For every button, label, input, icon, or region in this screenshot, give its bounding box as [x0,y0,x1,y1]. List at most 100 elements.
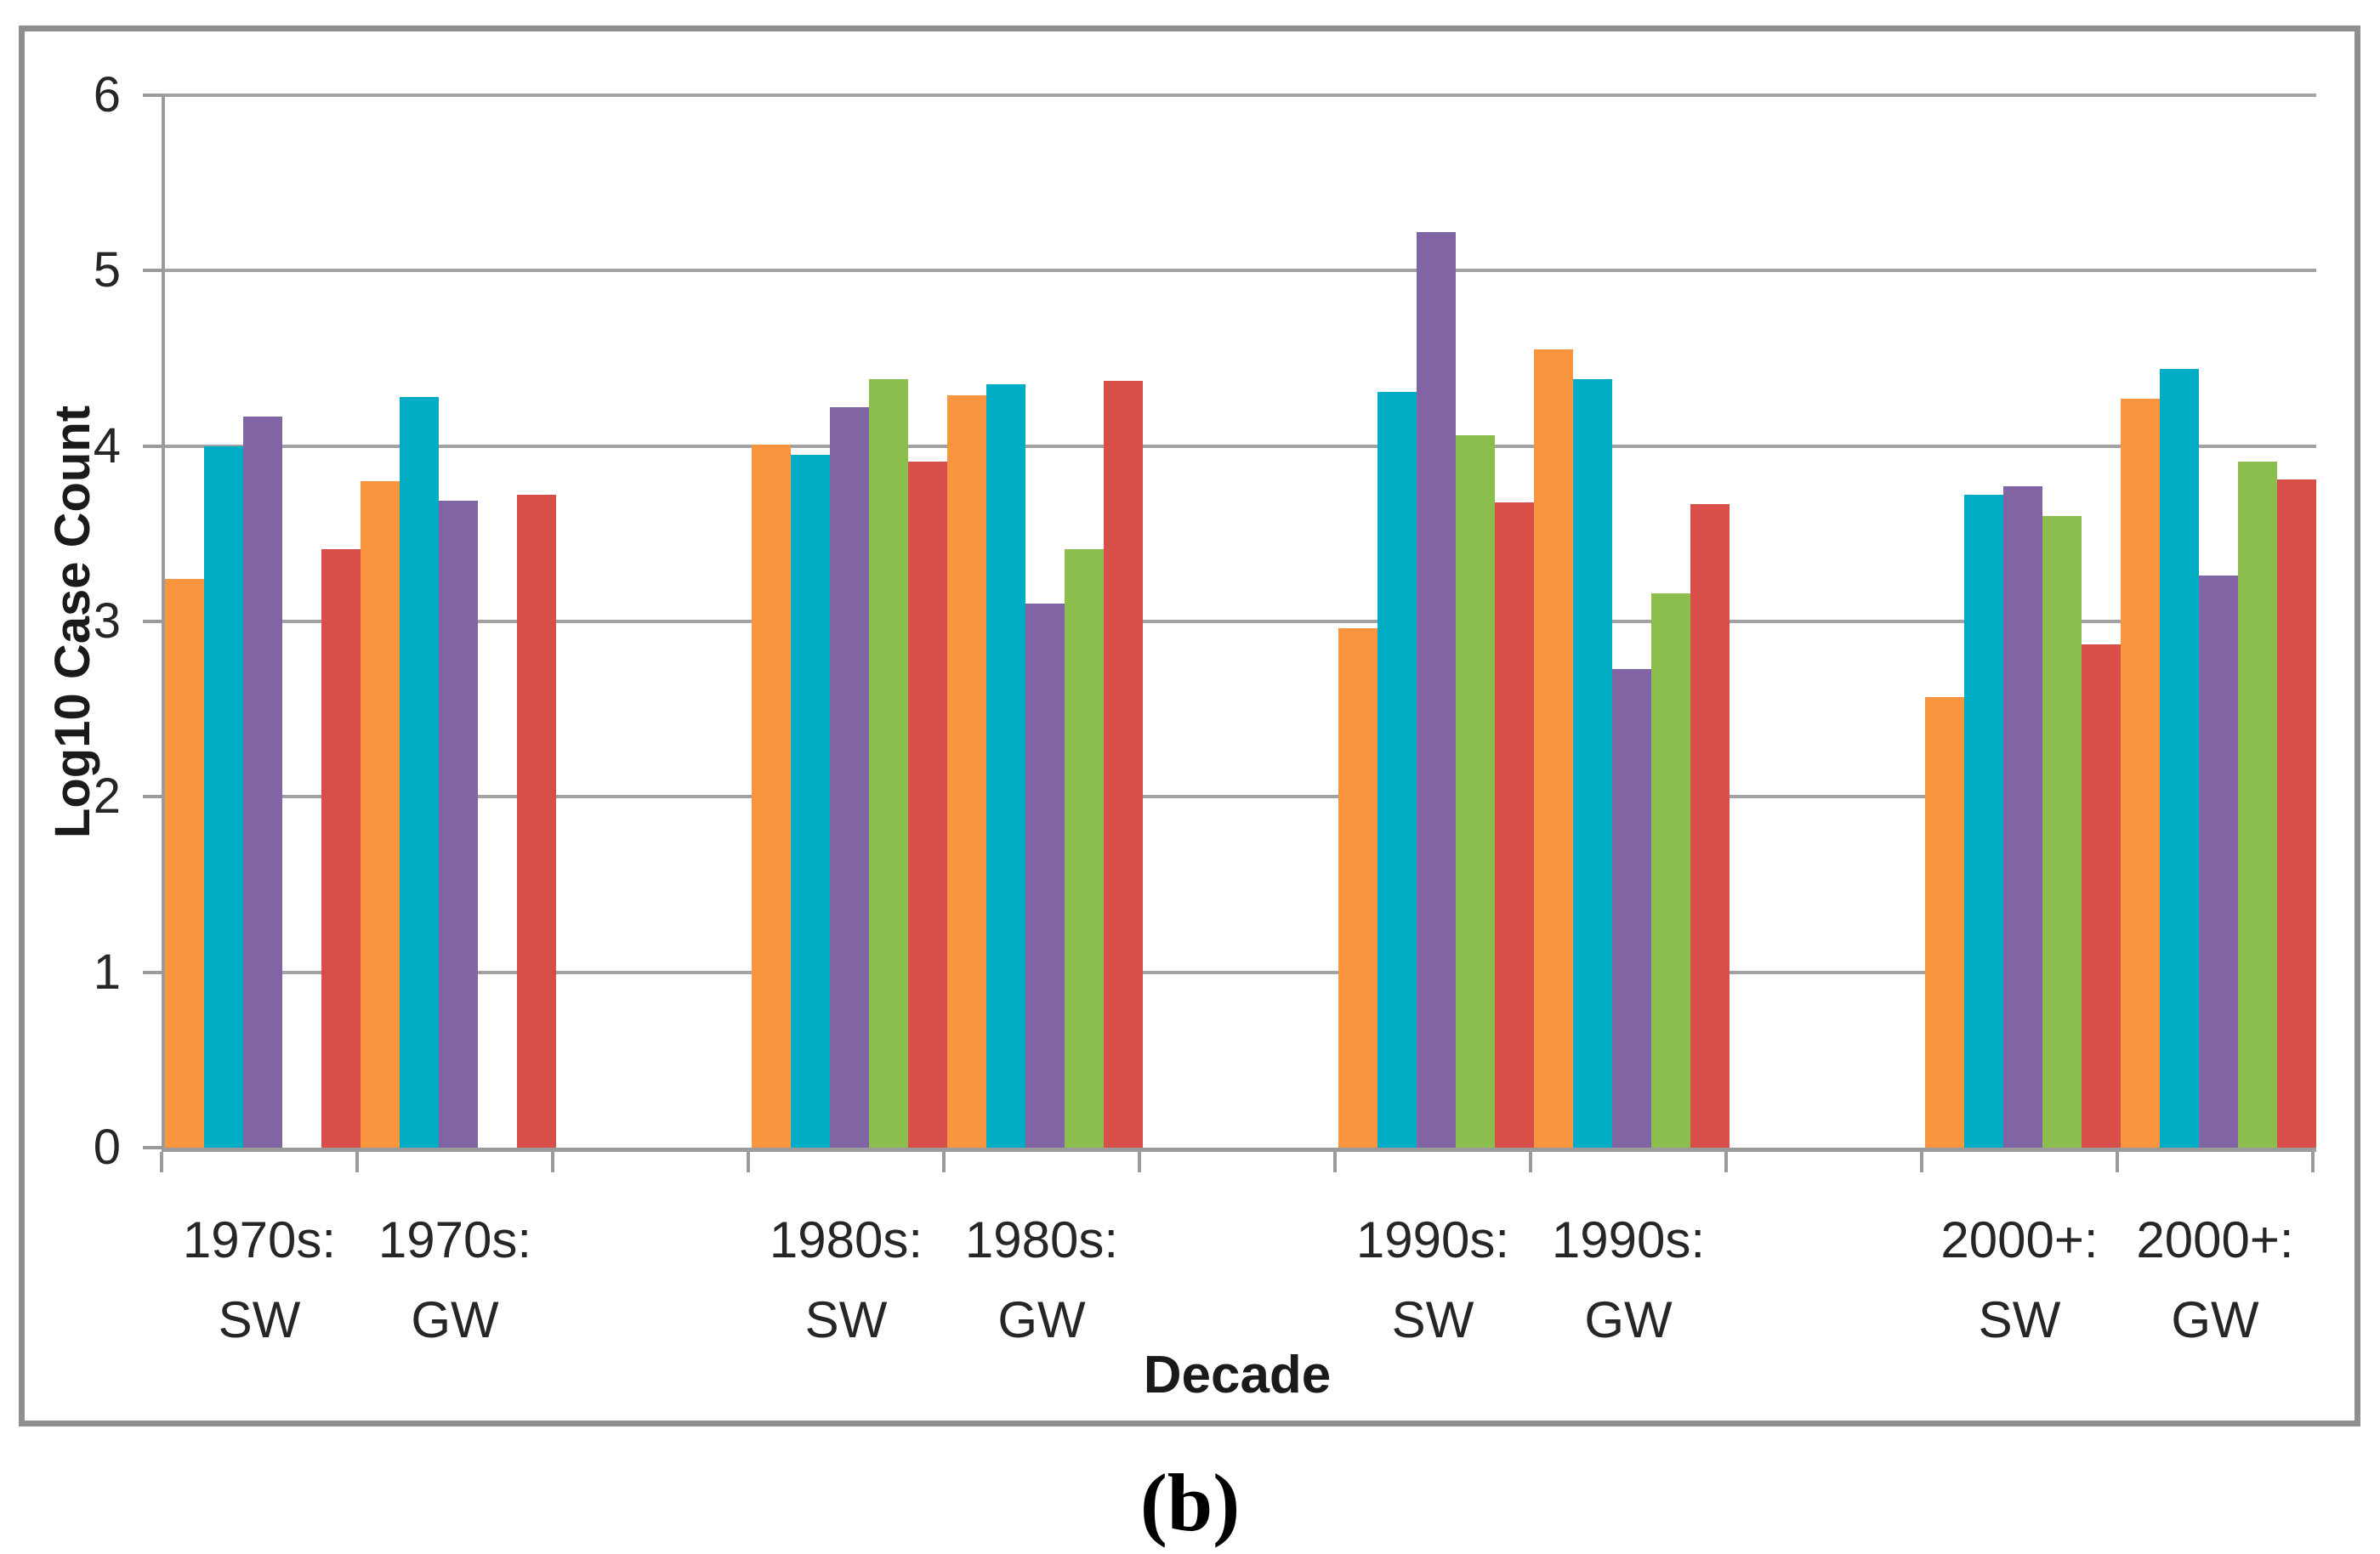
gridline-y-1 [165,971,2316,974]
x-label-line1: 2000+: [1940,1211,2099,1268]
x-label-line1: 1970s: [182,1211,337,1268]
category-group-1990s-sw [1338,95,1534,1148]
bar-series-1-orange-cat0 [165,579,204,1148]
x-tick-2 [551,1152,554,1172]
x-category-label-0: 1970s: SW [162,1200,357,1360]
gridline-y-3 [165,620,2316,623]
x-label-line1: 1980s: [964,1211,1119,1268]
x-tick-4 [942,1152,946,1172]
bar-series-2-teal-cat0 [204,446,243,1148]
x-tick-3 [747,1152,750,1172]
bars-layer [165,95,2316,1148]
y-tick-label-2: 2 [93,768,121,824]
bar-series-1-orange-cat6 [1925,697,1964,1148]
x-tick-7 [1529,1152,1532,1172]
x-tick-1 [355,1152,359,1172]
bar-series-4-green-cat2 [869,379,908,1148]
x-tick-8 [1724,1152,1728,1172]
bar-series-1-orange-cat5 [1534,349,1573,1148]
bar-series-2-teal-cat3 [986,384,1025,1148]
x-tick-11 [2311,1152,2315,1172]
bar-series-3-purple-cat5 [1612,669,1651,1148]
bar-series-2-teal-cat1 [400,397,439,1148]
bar-series-3-purple-cat1 [439,501,478,1148]
y-tick-label-6: 6 [93,67,121,122]
x-tick-6 [1333,1152,1337,1172]
category-group-1970s-gw [361,95,556,1148]
y-tick-4 [143,445,165,448]
y-tick-5 [143,269,165,272]
x-label-line2: SW [218,1291,301,1348]
category-gap [556,95,752,1148]
bar-series-3-purple-cat6 [2003,486,2042,1148]
x-label-line2: GW [411,1291,499,1348]
y-tick-label-1: 1 [93,944,121,1000]
gridline-y-4 [165,445,2316,448]
bar-series-2-teal-cat2 [791,455,830,1148]
x-category-label-1: 1970s: GW [357,1200,553,1360]
bar-series-2-teal-cat7 [2160,369,2199,1148]
figure-caption: (b) [1139,1457,1241,1548]
bar-series-4-green-cat5 [1651,593,1690,1148]
y-tick-2 [143,795,165,798]
bar-series-1-orange-cat3 [947,395,986,1148]
category-group-1980s-sw [752,95,947,1148]
bar-series-1-orange-cat7 [2121,399,2160,1148]
bar-series-3-purple-cat3 [1025,604,1065,1148]
y-tick-label-5: 5 [93,242,121,298]
x-category-label-3: 1980s: GW [944,1200,1139,1360]
bar-series-3-purple-cat7 [2199,576,2238,1148]
x-tick-5 [1138,1152,1141,1172]
bar-series-3-purple-cat4 [1417,232,1456,1148]
y-tick-label-3: 3 [93,593,121,649]
y-tick-3 [143,620,165,623]
x-label-line2: GW [997,1291,1086,1348]
bar-series-2-teal-cat5 [1573,379,1612,1148]
x-label-line1: 1990s: [1355,1211,1510,1268]
bar-series-5-red-cat7 [2277,479,2316,1148]
category-group-1970s-sw [165,95,361,1148]
gridline-y-2 [165,795,2316,798]
y-tick-0 [143,1146,165,1149]
x-category-label-5: 1990s: GW [1531,1200,1726,1360]
y-tick-1 [143,971,165,974]
bar-series-5-red-cat6 [2082,644,2121,1148]
category-group-2000+-gw [2121,95,2316,1148]
x-label-line1: 1970s: [378,1211,532,1268]
x-tick-9 [1920,1152,1923,1172]
gridline-y-6 [165,94,2316,97]
bar-series-4-green-cat7 [2238,462,2277,1148]
x-category-label-6: 2000+: SW [1922,1200,2117,1360]
bar-series-2-teal-cat6 [1964,495,2003,1148]
bar-series-1-orange-cat2 [752,445,791,1148]
bar-series-2-teal-cat4 [1377,392,1417,1148]
category-group-1990s-gw [1534,95,1730,1148]
x-axis-title: Decade [1143,1346,1332,1404]
bar-series-3-purple-cat2 [830,407,869,1148]
bar-series-4-green-cat6 [2042,516,2082,1148]
bar-series-1-orange-cat1 [361,481,400,1148]
x-label-line1: 1980s: [769,1211,923,1268]
bar-series-5-red-cat1 [517,495,556,1148]
bar-series-5-red-cat5 [1690,504,1730,1148]
x-label-line2: GW [2171,1291,2259,1348]
bar-series-4-green-cat4 [1456,435,1495,1148]
gridline-y-5 [165,269,2316,272]
category-group-1980s-gw [947,95,1143,1148]
category-gap [1730,95,1925,1148]
x-label-line2: SW [804,1291,888,1348]
y-tick-6 [143,94,165,97]
x-label-line1: 1990s: [1551,1211,1706,1268]
x-category-label-2: 1980s: SW [748,1200,944,1360]
category-group-2000+-sw [1925,95,2121,1148]
y-tick-label-4: 4 [93,418,121,474]
x-category-label-4: 1990s: SW [1335,1200,1531,1360]
x-label-line2: GW [1584,1291,1673,1348]
x-tick-0 [160,1152,163,1172]
bar-series-1-orange-cat4 [1338,628,1377,1148]
category-gap [1143,95,1338,1148]
bar-series-5-red-cat3 [1104,381,1143,1148]
x-label-line2: SW [1978,1291,2061,1348]
plot-area [162,94,2316,1152]
